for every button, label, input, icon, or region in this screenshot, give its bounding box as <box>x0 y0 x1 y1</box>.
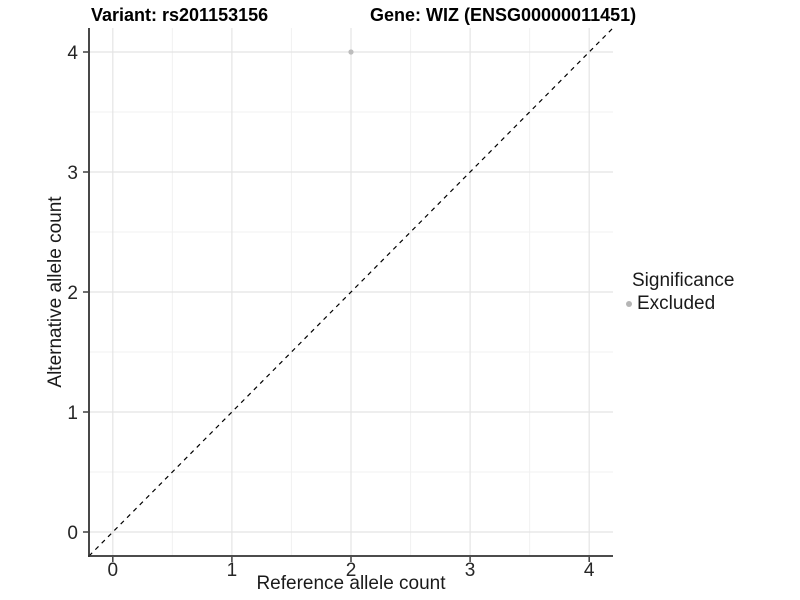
x-tick-label: 1 <box>227 560 238 581</box>
legend-title: Significance <box>632 270 735 291</box>
x-tick-label: 0 <box>108 560 119 581</box>
y-tick-label: 4 <box>67 43 78 64</box>
x-tick-label: 3 <box>465 560 476 581</box>
data-point-excluded <box>348 49 354 55</box>
y-tick-label: 1 <box>67 403 78 424</box>
y-tick-label: 2 <box>67 283 78 304</box>
x-tick-label: 4 <box>584 560 595 581</box>
x-tick-label: 2 <box>346 560 357 581</box>
plot-title-gene: Gene: WIZ (ENSG00000011451) <box>370 5 637 25</box>
y-tick-label: 0 <box>67 523 78 544</box>
legend-entry-label: Excluded <box>637 293 716 314</box>
identity-reference-line <box>88 27 614 557</box>
x-axis-title: Reference allele count <box>256 573 446 594</box>
legend: Significance Excluded <box>624 270 734 315</box>
y-tick-label: 3 <box>67 163 78 184</box>
y-axis-title: Alternative allele count <box>45 196 66 388</box>
plot-title-variant: Variant: rs201153156 <box>91 5 269 25</box>
legend-entry-excluded: Excluded <box>624 293 734 315</box>
excluded-point-swatch <box>626 301 632 307</box>
